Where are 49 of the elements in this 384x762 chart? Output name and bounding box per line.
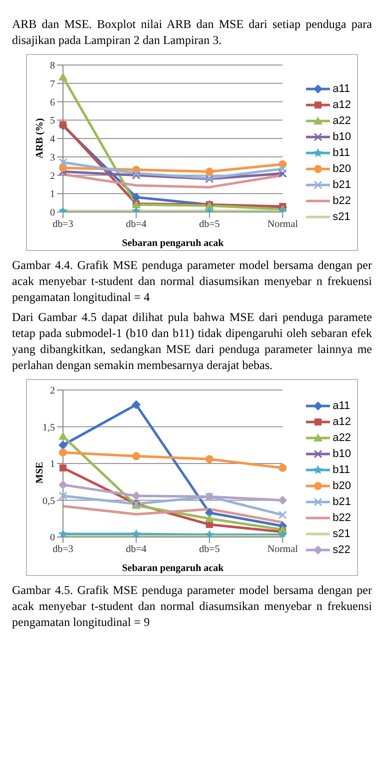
legend-label: b11 [332, 146, 350, 158]
x-tick-label: db=5 [199, 544, 220, 556]
text: Dari Gambar 4.5 dapat dilihat pula bahwa MSE dari penduga paramete tetap pada submodel-1 (b10 dan b11) tidak dipengaruhi oleh sebaran efek yang dibangkitkan, sedangkan MSE dari penduga parameter lainnya me perlahan dengan semakin membesarnya derajat bebas. [12, 310, 372, 372]
y-tick-label: 0 [50, 208, 55, 219]
y-tick-label: 7 [50, 78, 55, 90]
y-tick-label: 8 [50, 60, 55, 72]
legend-label: b11 [332, 464, 350, 476]
legend-label: s21 [332, 528, 350, 540]
x-tick-label: db=4 [126, 219, 147, 230]
legend-label: b22 [332, 194, 351, 206]
legend-label: a22 [332, 114, 351, 126]
y-axis-title: MSE [34, 462, 46, 484]
text: Gambar 4.4. Grafik MSE penduga parameter model bersama dengan per acak menyebar t-student dan normal diasumsikan menyebar n frekuensi pengamatan longitudinal = 4 [12, 258, 372, 304]
x-tick-label: db=3 [52, 544, 74, 556]
y-tick-label: 1,5 [42, 422, 55, 434]
x-axis-title: Sebaran pengaruh acak [122, 563, 224, 574]
legend-label: s22 [332, 544, 350, 556]
text: ARB dan MSE. Boxplot nilai ARB dan MSE dari setiap penduga para disajikan pada Lampiran 2 dan Lampiran 3. [12, 17, 372, 47]
x-tick-label: db=3 [52, 219, 74, 230]
legend-label: a22 [332, 432, 351, 444]
y-tick-label: 5 [50, 116, 55, 127]
legend-label: a11 [332, 400, 350, 412]
y-tick-label: 0,5 [42, 496, 55, 507]
text: Gambar 4.5. Grafik MSE penduga parameter model bersama dengan per acak menyebar t-student dan normal diasumsikan menyebar n frekuensi pengamatan longitudinal = 9 [12, 583, 372, 629]
legend-label: b21 [332, 496, 351, 508]
legend-label: b20 [332, 480, 351, 492]
x-tick-label: db=5 [199, 219, 220, 230]
legend-label: a11 [332, 82, 350, 94]
y-tick-label: 0 [50, 532, 55, 544]
legend-label: b10 [332, 448, 351, 460]
x-axis-title: Sebaran pengaruh acak [122, 238, 224, 249]
y-tick-label: 6 [50, 97, 55, 108]
legend-label: b21 [332, 178, 351, 190]
y-tick-label: 1 [50, 189, 55, 200]
x-tick-label: Normal [267, 219, 298, 230]
legend-label: s21 [332, 210, 350, 222]
y-tick-label: 2 [50, 170, 55, 182]
y-tick-label: 1 [50, 459, 55, 470]
legend-label: b20 [332, 162, 351, 174]
y-tick-label: 2 [50, 386, 55, 397]
y-axis-title: ARB (%) [34, 118, 46, 158]
x-tick-label: db=4 [126, 544, 147, 556]
legend-label: b10 [332, 130, 351, 142]
legend-label: a12 [332, 416, 351, 428]
y-tick-label: 4 [50, 134, 55, 146]
legend-label: b22 [332, 512, 351, 524]
legend-label: a12 [332, 98, 351, 110]
x-tick-label: Normal [267, 544, 298, 556]
y-tick-label: 3 [50, 152, 55, 164]
